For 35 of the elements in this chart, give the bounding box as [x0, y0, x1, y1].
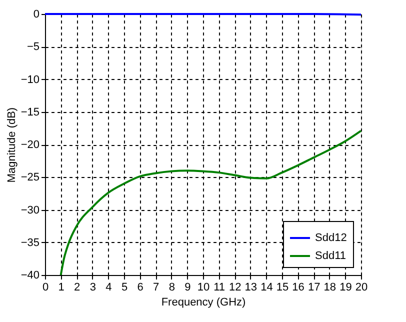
x-tick-label: 2 [74, 282, 80, 294]
x-tick-label: 14 [260, 282, 273, 294]
y-tick-label: 0 [33, 8, 40, 20]
x-tick-label: 1 [58, 282, 64, 294]
x-tick-label: 9 [184, 282, 191, 294]
x-tick-label: 3 [90, 282, 96, 294]
x-tick-label: 4 [106, 282, 112, 294]
y-tick-label: −40 [20, 270, 40, 282]
legend-label: Sdd11 [315, 250, 346, 262]
x-tick-label: 5 [121, 282, 128, 294]
y-tick-label: −20 [20, 139, 40, 151]
y-tick-label: −35 [20, 236, 40, 249]
x-axis-title: Frequency (GHz) [161, 296, 246, 308]
y-tick-label: −25 [20, 172, 40, 184]
y-axis-title: Magnitude (dB) [6, 107, 18, 183]
x-tick-label: 19 [340, 282, 352, 294]
x-tick-label: 11 [214, 282, 226, 294]
x-tick-label: 7 [153, 282, 160, 294]
y-tick-label: −30 [20, 204, 40, 216]
x-tick-label: 8 [168, 282, 175, 294]
x-tick-label: 12 [228, 282, 242, 294]
line-series [60, 130, 362, 276]
x-tick-label: 17 [308, 282, 320, 294]
x-tick-label: 16 [292, 282, 304, 294]
y-tick-label: −5 [26, 41, 40, 54]
x-tick-label: 13 [244, 282, 258, 294]
x-tick-label: 18 [324, 282, 336, 294]
x-tick-label: 20 [355, 282, 368, 294]
x-tick-label: 6 [137, 282, 144, 294]
x-tick-label: 0 [42, 282, 49, 294]
y-tick-label: −10 [20, 74, 40, 86]
x-tick-label: 15 [276, 282, 289, 294]
x-tick-label: 10 [197, 282, 210, 294]
y-tick-label: −15 [20, 106, 40, 118]
legend-label: Sdd12 [315, 232, 347, 244]
